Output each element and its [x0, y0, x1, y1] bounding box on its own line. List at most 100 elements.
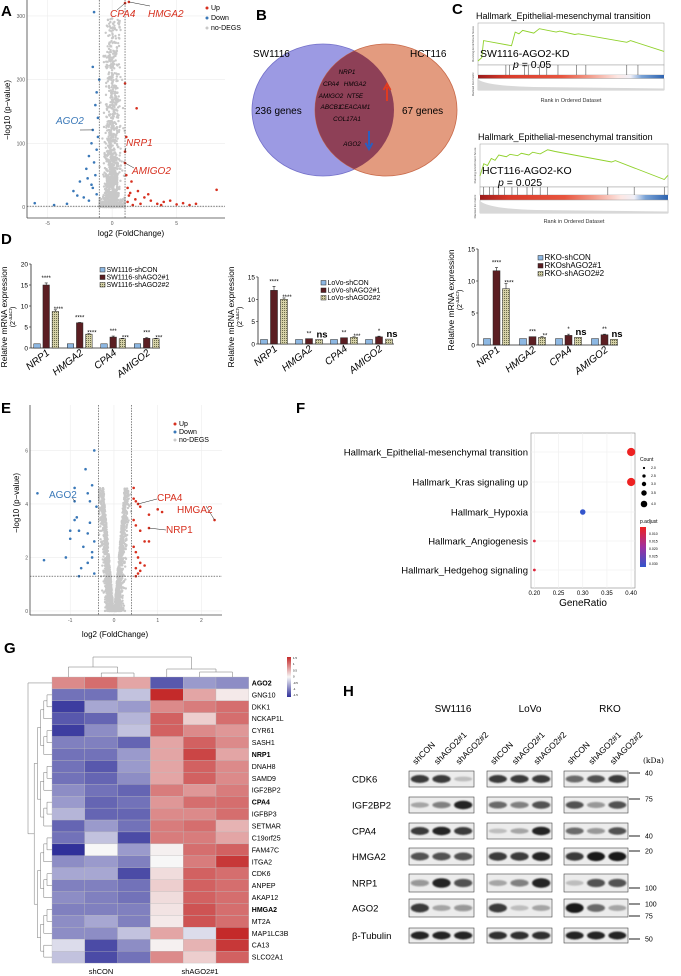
- pathway-label: Hallmark_Hedgehog signaling: [401, 566, 528, 577]
- heatmap-cell: [183, 831, 217, 845]
- heatmap-cell: [150, 951, 184, 964]
- point-up: [138, 569, 142, 573]
- point-up: [156, 508, 160, 511]
- legend-size-label: 2.0: [651, 466, 656, 470]
- heatmap-cell: [150, 831, 184, 845]
- bar: [100, 343, 108, 349]
- point-up: [143, 196, 146, 199]
- gene-label: SASH1: [252, 740, 275, 747]
- point-no-deg: [102, 571, 106, 574]
- point-no-deg: [117, 63, 121, 66]
- heatmap-cell: [150, 760, 184, 773]
- point-no-deg: [108, 149, 112, 152]
- point-no-deg: [112, 183, 115, 186]
- bar: [492, 270, 501, 346]
- heatmap-cell: [215, 855, 249, 868]
- significance-label: ***: [110, 329, 118, 335]
- heatmap-cell: [117, 772, 151, 785]
- point-no-deg: [111, 35, 115, 39]
- point-no-deg: [97, 533, 101, 536]
- legend-label: SW1116-shAGO2#1: [107, 275, 170, 282]
- point-no-deg: [121, 576, 124, 580]
- point-no-deg: [118, 554, 121, 558]
- ranked-metric-area: [478, 79, 664, 90]
- point-up: [181, 201, 185, 205]
- heatmap-cell: [84, 867, 118, 880]
- point-no-deg: [124, 543, 127, 546]
- point-down: [92, 161, 96, 164]
- point-no-deg: [120, 560, 124, 563]
- point-no-deg: [118, 154, 121, 157]
- gene-label: SLCO2A1: [252, 955, 284, 962]
- up-arrow-icon: [382, 82, 392, 101]
- point-no-deg: [104, 528, 108, 532]
- heatmap-cell: [51, 903, 85, 916]
- point-no-deg: [111, 73, 114, 76]
- protein-band: [565, 852, 584, 861]
- point-no-deg: [116, 79, 119, 83]
- heatmap-cell: [117, 712, 151, 725]
- point-no-deg: [115, 126, 119, 130]
- legend-size-label: 2.5: [651, 474, 656, 478]
- point-no-deg: [111, 178, 115, 181]
- point-up: [147, 513, 151, 516]
- bar: [295, 339, 303, 345]
- point-no-deg: [116, 605, 119, 608]
- unit-label: (kDa): [643, 756, 664, 765]
- heatmap-cell: [117, 891, 151, 904]
- point-up: [134, 524, 138, 527]
- overlap-gene-up: CEACAM1: [340, 104, 370, 111]
- heatmap-cell: [215, 891, 249, 904]
- point-no-deg: [103, 582, 106, 585]
- panel-label-b: B: [256, 7, 267, 24]
- gene-label: C19orf25: [252, 835, 281, 842]
- overlap-gene-down: AGO2: [342, 141, 361, 148]
- point-down: [90, 483, 94, 487]
- point-no-deg: [111, 83, 114, 87]
- point-no-deg: [102, 162, 106, 165]
- pathway-label: Hallmark_Angiogenesis: [428, 537, 528, 548]
- point-no-deg: [109, 170, 113, 174]
- heatmap-cell: [150, 855, 184, 868]
- point-no-deg: [103, 567, 107, 570]
- bar: [330, 339, 338, 345]
- point-no-deg: [112, 100, 116, 104]
- point-no-deg: [118, 25, 121, 29]
- heatmap-cell: [150, 724, 184, 737]
- y-tick-label: 300: [17, 14, 26, 20]
- point-no-deg: [105, 592, 108, 595]
- point-no-deg: [109, 26, 112, 30]
- point-no-deg: [101, 515, 104, 519]
- x-tick-label: 5: [175, 221, 178, 227]
- point-no-deg: [123, 565, 127, 568]
- point-no-deg: [107, 110, 111, 113]
- enrichment-score-line: [479, 149, 669, 181]
- point-no-deg: [111, 168, 115, 172]
- point-no-deg: [118, 609, 121, 612]
- point-no-deg: [105, 549, 108, 552]
- gene-annotation: NRP1: [166, 525, 193, 536]
- heatmap-cell: [117, 879, 151, 892]
- heatmap-cell: [84, 915, 118, 928]
- point-no-deg: [109, 144, 113, 147]
- protein-band: [608, 878, 627, 888]
- point-down: [36, 491, 39, 495]
- point-no-deg: [122, 580, 125, 584]
- point-no-deg: [112, 49, 115, 53]
- significance-label: ***: [529, 329, 537, 335]
- point-no-deg: [103, 182, 107, 185]
- annotation-leader: [71, 496, 75, 502]
- significance-label: ****: [54, 307, 64, 313]
- point-no-deg: [105, 115, 109, 119]
- legend-color-label: 0.015: [649, 540, 658, 544]
- bar: [483, 338, 491, 346]
- point-up: [134, 198, 137, 201]
- point-down: [86, 177, 89, 180]
- point-no-deg: [117, 119, 120, 123]
- point-no-deg: [112, 163, 116, 167]
- point-no-deg: [117, 204, 121, 207]
- protein-band: [608, 801, 627, 809]
- protein-band: [587, 828, 605, 834]
- point-no-deg: [119, 124, 122, 128]
- point-down: [87, 199, 91, 202]
